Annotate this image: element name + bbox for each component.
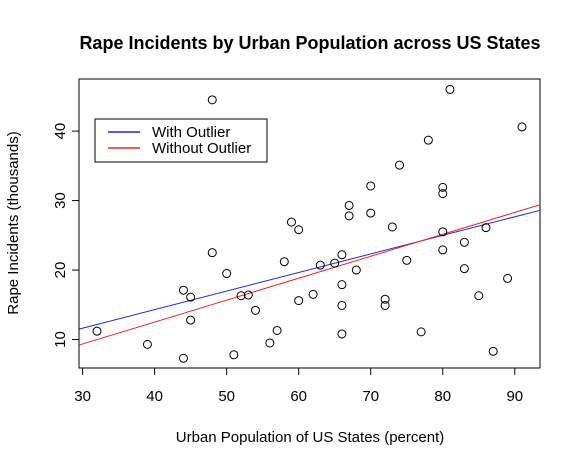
x-tick-label: 40 <box>146 388 163 405</box>
data-point <box>295 297 303 305</box>
data-point <box>251 306 259 314</box>
data-point <box>396 161 404 169</box>
y-axis-label: Rape Incidents (thousands) <box>5 131 22 314</box>
y-tick-label: 10 <box>52 331 69 348</box>
data-point <box>475 292 483 300</box>
data-point <box>439 190 447 198</box>
data-point <box>295 226 303 234</box>
data-point <box>345 212 353 220</box>
y-tick-label: 30 <box>52 192 69 209</box>
data-point <box>381 301 389 309</box>
data-point <box>446 85 454 93</box>
x-tick-label: 30 <box>74 388 91 405</box>
data-point <box>338 330 346 338</box>
regression-line-with-outlier <box>79 210 540 329</box>
data-point <box>482 224 490 232</box>
x-tick-label: 90 <box>506 388 523 405</box>
data-point <box>338 301 346 309</box>
data-point <box>460 265 468 273</box>
data-point <box>424 136 432 144</box>
x-tick-label: 80 <box>434 388 451 405</box>
data-point <box>179 286 187 294</box>
x-tick-label: 60 <box>290 388 307 405</box>
regression-lines <box>79 205 540 345</box>
data-point <box>223 270 231 278</box>
legend: With Outlier Without Outlier <box>95 119 267 162</box>
y-tick-label: 20 <box>52 262 69 279</box>
data-point <box>352 266 360 274</box>
data-point <box>287 218 295 226</box>
data-point <box>266 339 274 347</box>
data-point <box>280 258 288 266</box>
data-point <box>439 246 447 254</box>
data-point <box>143 340 151 348</box>
data-point <box>388 223 396 231</box>
x-tick-label: 50 <box>218 388 235 405</box>
data-point <box>338 251 346 259</box>
legend-label-without-outlier: Without Outlier <box>152 140 251 157</box>
data-point <box>316 261 324 269</box>
y-axis: 10 20 30 40 <box>52 123 79 348</box>
data-point <box>187 316 195 324</box>
data-point <box>208 96 216 104</box>
data-point <box>460 238 468 246</box>
data-point <box>345 201 353 209</box>
regression-line-without-outlier <box>79 205 540 345</box>
data-point <box>208 249 216 257</box>
x-tick-label: 70 <box>362 388 379 405</box>
data-point <box>273 326 281 334</box>
data-point <box>504 274 512 282</box>
data-point <box>367 209 375 217</box>
data-point <box>518 123 526 131</box>
y-tick-label: 40 <box>52 123 69 140</box>
data-point <box>230 351 238 359</box>
data-point <box>93 327 101 335</box>
legend-label-with-outlier: With Outlier <box>152 124 230 141</box>
x-axis-label: Urban Population of US States (percent) <box>176 429 444 446</box>
data-point <box>338 281 346 289</box>
data-point <box>489 347 497 355</box>
chart-title: Rape Incidents by Urban Population acros… <box>79 33 540 53</box>
data-point <box>403 256 411 264</box>
x-axis: 30 40 50 60 70 80 90 <box>74 368 523 405</box>
data-point <box>417 328 425 336</box>
data-point <box>367 182 375 190</box>
data-point <box>309 290 317 298</box>
data-point <box>179 354 187 362</box>
